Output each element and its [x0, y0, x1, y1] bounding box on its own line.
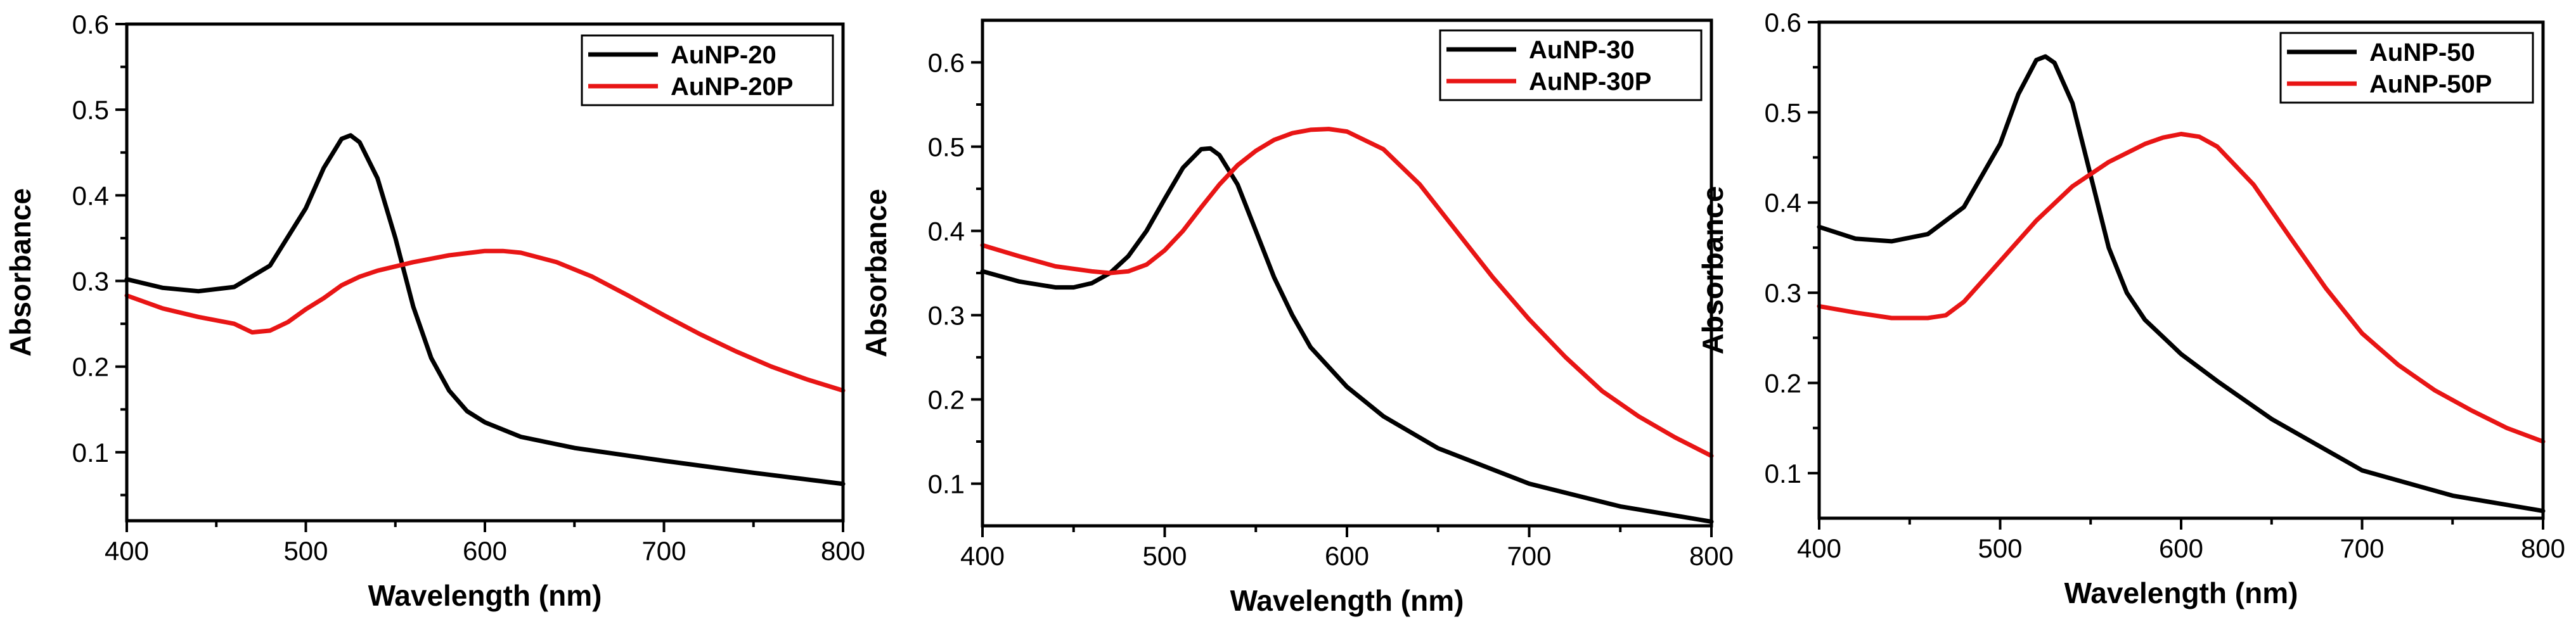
legend-label: AuNP-30	[1529, 36, 1635, 64]
x-axis-title: Wavelength (nm)	[368, 579, 602, 612]
x-tick-label: 500	[1142, 541, 1187, 571]
y-tick-label: 0.1	[928, 469, 965, 499]
y-axis-title: Absorbance	[860, 189, 892, 357]
x-tick-label: 400	[1797, 533, 1841, 563]
legend-label: AuNP-30P	[1529, 68, 1651, 96]
legend-box	[1439, 29, 1703, 101]
y-tick-label: 0.3	[1765, 278, 1801, 308]
x-tick-label: 500	[1978, 533, 2022, 563]
legend-label: AuNP-50	[2369, 39, 2475, 67]
y-tick-label: 0.4	[1765, 188, 1801, 218]
x-axis-title: Wavelength (nm)	[2064, 576, 2298, 609]
legend-label: AuNP-20P	[671, 73, 793, 101]
series-line-aunp-20	[124, 133, 846, 487]
chart-panel-1: 400 500 600 700 800 0.1 0.2 0.3 0.4 0.5 0.6 Wavelen…	[4, 10, 865, 612]
x-tick-label: 400	[960, 541, 1005, 571]
chart-panel-2: 400 500 600 700 800 0.1 0.2 0.3 0.4 0.5 0.6 Wavelen…	[860, 18, 1734, 617]
x-tick-label: 800	[821, 536, 865, 566]
x-tick-label: 500	[283, 536, 328, 566]
y-tick-label: 0.6	[928, 48, 965, 78]
legend-label: AuNP-50P	[2369, 70, 2492, 98]
x-tick-label: 600	[1325, 541, 1369, 571]
chart-panel-3: 400 500 600 700 800 0.1 0.2 0.3 0.4 0.5 0.6 Wavelen…	[1696, 8, 2565, 609]
legend: AuNP-50 AuNP-50P	[2279, 32, 2534, 104]
legend: AuNP-30 AuNP-30P	[1439, 29, 1703, 101]
y-axis-title: Absorbance	[4, 188, 37, 357]
series-line-aunp-50	[1817, 54, 2546, 514]
series-line-aunp-30	[980, 146, 1714, 524]
y-tick-label: 0.3	[72, 267, 109, 296]
x-tick-label: 800	[1689, 541, 1734, 571]
x-tick-label: 700	[2340, 533, 2384, 563]
legend-label: AuNP-20	[671, 41, 776, 69]
x-tick-label: 700	[641, 536, 686, 566]
series-line-aunp-50p	[1817, 132, 2546, 444]
x-tick-label: 400	[105, 536, 149, 566]
series-line-aunp-30p	[980, 127, 1714, 459]
y-tick-label: 0.6	[1765, 8, 1801, 37]
y-tick-label: 0.5	[72, 95, 109, 125]
legend-box	[581, 34, 834, 106]
x-tick-label: 800	[2521, 533, 2565, 563]
y-tick-label: 0.2	[928, 385, 965, 415]
y-tick-label: 0.5	[928, 132, 965, 162]
legend: AuNP-20 AuNP-20P	[581, 34, 834, 106]
y-tick-label: 0.6	[72, 10, 109, 39]
y-tick-label: 0.2	[72, 352, 109, 382]
y-tick-label: 0.4	[928, 217, 965, 246]
y-tick-label: 0.4	[72, 181, 109, 210]
x-tick-label: 600	[2159, 533, 2203, 563]
x-axis-title: Wavelength (nm)	[1230, 584, 1464, 617]
series-line-aunp-20p	[124, 248, 846, 393]
y-tick-label: 0.1	[1765, 459, 1801, 488]
x-tick-label: 700	[1507, 541, 1551, 571]
y-tick-label: 0.1	[72, 438, 109, 468]
legend-box	[2279, 32, 2534, 104]
y-tick-label: 0.3	[928, 301, 965, 331]
y-axis-title: Absorbance	[1696, 186, 1729, 355]
x-tick-label: 600	[463, 536, 507, 566]
y-tick-label: 0.5	[1765, 98, 1801, 127]
y-tick-label: 0.2	[1765, 368, 1801, 398]
